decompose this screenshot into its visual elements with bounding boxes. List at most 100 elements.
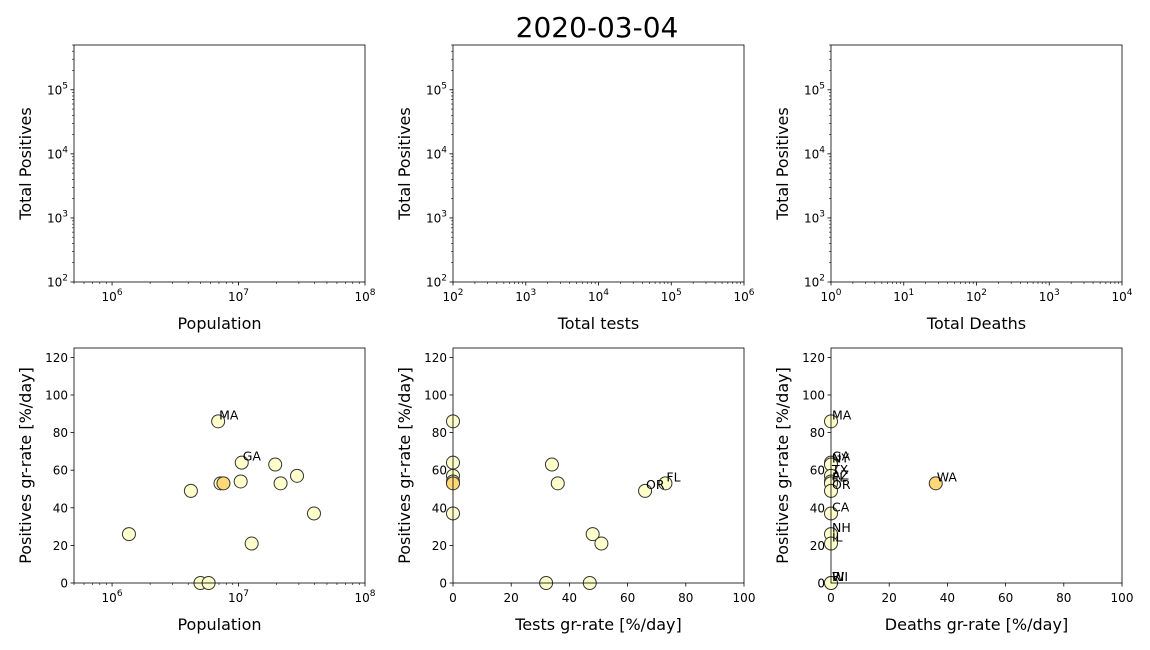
point-label: FL: [666, 469, 680, 484]
data-point: [183, 483, 198, 498]
x-axis-label: Deaths gr-rate [%/day]: [885, 615, 1068, 634]
data-point: [234, 455, 249, 470]
x-tick-label: 40: [940, 591, 955, 605]
y-tick-label: 120: [802, 351, 825, 365]
y-tick-label: 80: [53, 426, 68, 440]
point-label: AZ: [832, 467, 849, 482]
y-tick-label: 104: [426, 145, 447, 161]
point-label: MA: [832, 407, 852, 422]
y-tick-label: 104: [47, 145, 68, 161]
y-tick-label: 105: [804, 81, 825, 97]
y-axis-label: Total Positives: [16, 107, 35, 220]
y-tick-label: 102: [804, 274, 825, 290]
x-axis-label: Population: [177, 615, 261, 634]
y-tick-label: 120: [424, 351, 447, 365]
y-tick-label: 0: [817, 577, 825, 591]
x-tick-label: 102: [966, 288, 987, 304]
x-tick-label: 108: [354, 288, 375, 304]
x-tick-label: 20: [504, 591, 519, 605]
point-label: CA: [832, 499, 850, 514]
plot-frame: [73, 44, 366, 283]
y-tick-label: 20: [432, 539, 447, 553]
data-point: [244, 536, 259, 551]
point-label: MA: [219, 407, 239, 422]
data-point: [290, 468, 305, 483]
y-tick-label: 102: [426, 274, 447, 290]
x-tick-label: 60: [998, 591, 1013, 605]
x-tick-label: 106: [102, 589, 123, 605]
x-tick-label: 106: [733, 288, 754, 304]
y-tick-label: 80: [810, 426, 825, 440]
chart-panel: 100 101 102 103 104 102 103 104 105 Total Deaths T…: [773, 44, 1133, 333]
point-label: NY: [832, 451, 849, 466]
y-tick-label: 0: [439, 577, 447, 591]
x-tick-label: 60: [620, 591, 635, 605]
y-tick-label: 100: [424, 389, 447, 403]
data-point: [544, 457, 559, 472]
data-points: [121, 414, 321, 590]
chart-panel: 106 107 108 102 103 104 105 Population Total Pos…: [16, 44, 376, 333]
plot-frame: [73, 347, 366, 584]
data-point: [121, 527, 136, 542]
chart-panel: 0 20 40 60 80 100 0 20 40 60 80 100 120 Deaths gr-rat…: [773, 347, 1134, 634]
x-tick-label: 102: [442, 288, 463, 304]
y-axis-label: Total Positives: [773, 107, 792, 220]
data-point: [273, 476, 288, 491]
y-tick-label: 0: [60, 577, 68, 591]
x-tick-label: 0: [827, 591, 835, 605]
plot-frame: [830, 44, 1123, 283]
chart-panel: 102 103 104 105 106 102 103 104 105 Total tests To…: [395, 44, 755, 333]
y-tick-label: 105: [426, 81, 447, 97]
x-axis-label: Population: [177, 314, 261, 333]
point-label: RI: [832, 569, 844, 584]
y-tick-label: 20: [53, 539, 68, 553]
x-tick-label: 40: [562, 591, 577, 605]
x-tick-label: 104: [588, 288, 609, 304]
data-point: [585, 527, 600, 542]
x-tick-label: 100: [733, 591, 756, 605]
x-tick-label: 104: [1111, 288, 1132, 304]
point-label: NH: [832, 520, 851, 535]
x-tick-label: 80: [1056, 591, 1071, 605]
point-label: WI: [832, 569, 848, 584]
data-point: [306, 506, 321, 521]
plot-frame: [452, 44, 745, 283]
x-tick-label: 100: [820, 288, 841, 304]
x-tick-label: 105: [661, 288, 682, 304]
point-label: TX: [831, 462, 849, 477]
x-axis-label: Tests gr-rate [%/day]: [514, 615, 682, 634]
y-tick-label: 102: [47, 274, 68, 290]
y-tick-label: 80: [432, 426, 447, 440]
y-axis-label: Positives gr-rate [%/day]: [773, 367, 792, 564]
data-point: [594, 536, 609, 551]
x-tick-label: 107: [228, 288, 249, 304]
x-tick-label: 103: [1039, 288, 1060, 304]
y-axis-label: Positives gr-rate [%/day]: [395, 367, 414, 564]
x-axis-label: Total Deaths: [926, 314, 1026, 333]
x-tick-label: 100: [1111, 591, 1134, 605]
x-tick-label: 108: [354, 589, 375, 605]
x-tick-label: 107: [228, 589, 249, 605]
y-tick-label: 120: [45, 351, 68, 365]
chart-panel: 106 107 108 0 20 40 60 80 100 120 Population Positi…: [16, 347, 376, 634]
data-point: [638, 483, 653, 498]
data-point: [928, 476, 943, 491]
y-axis-label: Total Positives: [395, 107, 414, 220]
y-tick-label: 103: [804, 209, 825, 225]
plot-frame: [452, 347, 745, 584]
point-label: OR: [646, 477, 665, 492]
y-tick-label: 40: [810, 501, 825, 515]
x-tick-label: 0: [449, 591, 457, 605]
data-point: [268, 457, 283, 472]
point-label: WA: [937, 469, 958, 484]
data-point: [211, 414, 226, 429]
x-tick-label: 106: [102, 288, 123, 304]
y-tick-label: 60: [810, 464, 825, 478]
data-point: [550, 476, 565, 491]
point-label: GA: [832, 449, 851, 464]
figure-title: 2020-03-04: [516, 11, 679, 44]
plot-frame: [830, 347, 1123, 584]
chart-panel: 0 20 40 60 80 100 0 20 40 60 80 100 120 Tests gr-rate…: [395, 347, 756, 634]
data-point: [658, 476, 673, 491]
